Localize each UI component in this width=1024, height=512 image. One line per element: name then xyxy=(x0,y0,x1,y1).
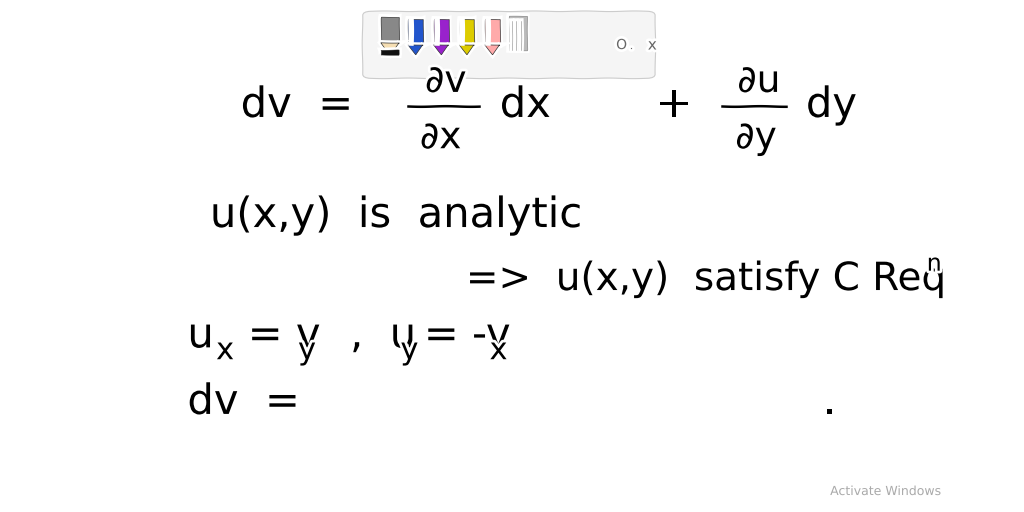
Polygon shape xyxy=(409,45,423,55)
Text: Activate Windows: Activate Windows xyxy=(830,485,941,498)
Bar xyxy=(381,17,399,43)
Polygon shape xyxy=(485,45,500,55)
Bar xyxy=(381,50,399,55)
Text: n: n xyxy=(927,252,942,275)
Text: = v: = v xyxy=(234,314,321,356)
Bar xyxy=(509,16,527,50)
Text: ∂x: ∂x xyxy=(420,120,462,156)
Bar xyxy=(460,19,474,45)
Text: = -v: = -v xyxy=(411,314,510,356)
Bar xyxy=(434,19,449,45)
Text: =>  u(x,y)  satisfy C Req: => u(x,y) satisfy C Req xyxy=(466,260,946,298)
FancyBboxPatch shape xyxy=(362,11,655,78)
Text: u(x,y)  is  analytic: u(x,y) is analytic xyxy=(210,194,582,236)
Text: ∂u: ∂u xyxy=(737,64,780,100)
Text: ∂y: ∂y xyxy=(735,120,777,156)
Polygon shape xyxy=(381,43,399,55)
Polygon shape xyxy=(434,45,449,55)
Text: dy: dy xyxy=(806,84,857,126)
Text: ∂v: ∂v xyxy=(425,64,467,100)
Text: dv  =: dv = xyxy=(241,84,353,126)
Polygon shape xyxy=(460,45,474,55)
Text: x: x xyxy=(648,37,656,53)
Text: dv  =: dv = xyxy=(187,381,300,423)
Text: x: x xyxy=(489,336,508,365)
Text: y: y xyxy=(298,336,316,365)
Text: ,  u: , u xyxy=(310,314,416,356)
Text: dx: dx xyxy=(500,84,551,126)
Bar xyxy=(485,19,500,45)
Bar xyxy=(409,19,423,45)
Text: +: + xyxy=(655,83,692,126)
Text: x: x xyxy=(216,336,234,365)
Text: u: u xyxy=(187,314,214,356)
Text: O: O xyxy=(616,38,627,52)
Text: .: . xyxy=(631,42,633,51)
Text: .: . xyxy=(822,379,837,424)
Text: y: y xyxy=(400,336,419,365)
